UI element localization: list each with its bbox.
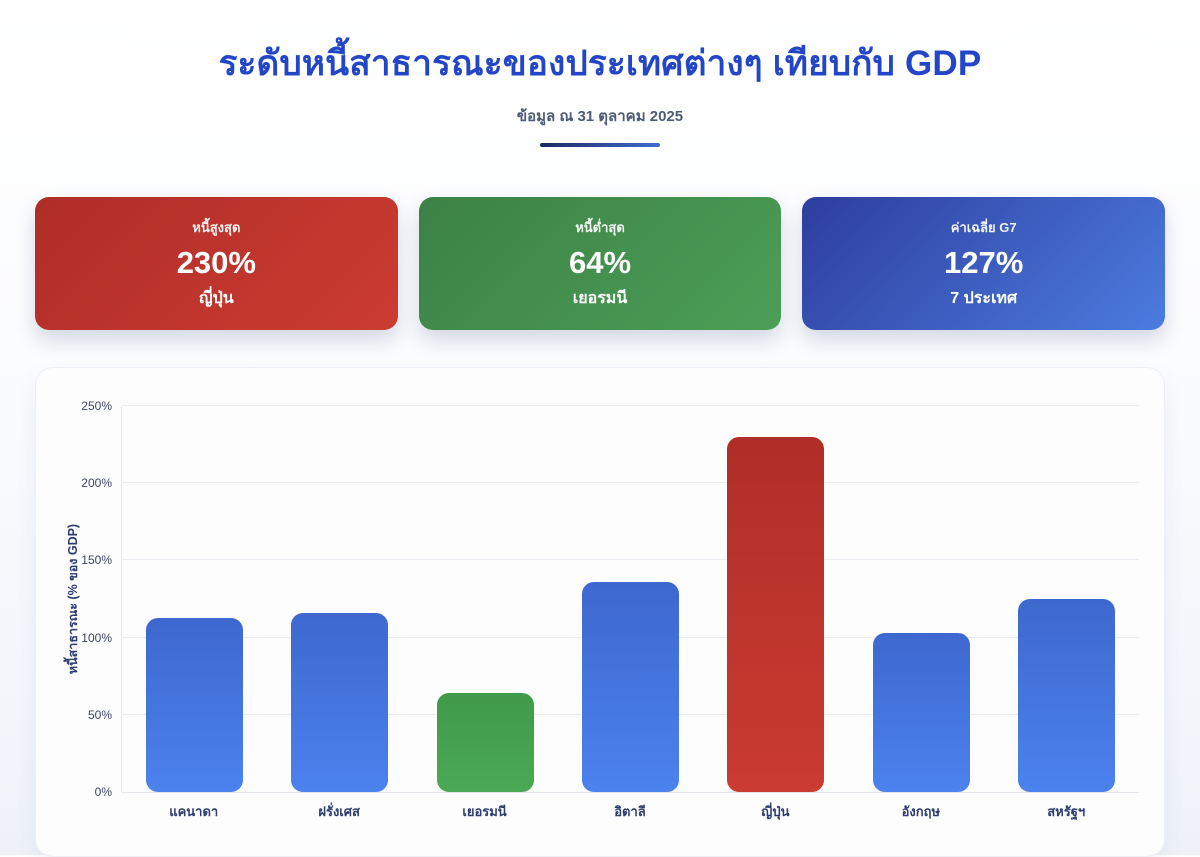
- bars-container: [122, 406, 1139, 792]
- page-title: ระดับหนี้สาธารณะของประเทศต่างๆ เทียบกับ …: [218, 44, 982, 83]
- x-axis-label: ญี่ปุ่น: [761, 804, 790, 819]
- x-axis-labels: แคนาดา ฝรั่งเศส เยอรมนี อิตาลี ญี่ปุ่น อังกฤษ…: [121, 801, 1139, 822]
- y-tick-label: 200%: [81, 476, 112, 491]
- bar-column: [848, 406, 993, 792]
- gridline: [122, 482, 1139, 484]
- stat-card-highest-debt: หนี้สูงสุด 230% ญี่ปุ่น: [35, 197, 398, 330]
- stat-card-label: หนี้สูงสุด: [192, 219, 241, 235]
- header: ระดับหนี้สาธารณะของประเทศต่างๆ เทียบกับ …: [0, 0, 1200, 147]
- bar-column: [413, 406, 558, 792]
- y-tick-label: 100%: [81, 630, 112, 645]
- gridline: [122, 559, 1139, 561]
- x-axis-label: สหรัฐฯ: [1047, 804, 1086, 819]
- x-axis-label: แคนาดา: [169, 804, 219, 819]
- x-axis-label: อังกฤษ: [901, 804, 941, 819]
- x-axis-label: เยอรมนี: [462, 804, 507, 819]
- bar-อิตาลี[interactable]: [581, 582, 679, 792]
- stat-card-label: ค่าเฉลี่ย G7: [950, 219, 1017, 235]
- stat-card-sub: 7 ประเทศ: [950, 289, 1018, 307]
- bar-สหรัฐฯ[interactable]: [1017, 599, 1115, 792]
- bar-column: [558, 406, 703, 792]
- stat-card-lowest-debt: หนี้ต่ำสุด 64% เยอรมนี: [418, 197, 782, 330]
- stat-card-value: 64%: [568, 244, 632, 280]
- bar-แคนาดา[interactable]: [146, 617, 244, 792]
- bar-ญี่ปุ่น[interactable]: [727, 436, 825, 792]
- stat-card-value: 230%: [176, 244, 256, 280]
- stat-card-value: 127%: [944, 244, 1024, 280]
- bar-column: [994, 406, 1139, 792]
- stat-card-label: หนี้ต่ำสุด: [575, 219, 625, 235]
- title-divider: [540, 143, 660, 147]
- chart-card: หนี้สาธารณะ (% ของ GDP) 0% 50% 100% 150% 200…: [35, 367, 1165, 857]
- y-tick-label: 0%: [94, 785, 112, 799]
- bar-column: [122, 406, 267, 792]
- bar-column: [703, 406, 848, 792]
- y-tick-label: 250%: [81, 399, 112, 413]
- y-tick-label: 150%: [81, 553, 112, 568]
- stat-card-sub: เยอรมนี: [572, 289, 628, 307]
- bar-อังกฤษ[interactable]: [872, 632, 970, 792]
- y-axis-title: หนี้สาธารณะ (% ของ GDP): [66, 523, 80, 675]
- bar-ฝรั่งเศส[interactable]: [291, 612, 389, 792]
- plot-area: หนี้สาธารณะ (% ของ GDP) 0% 50% 100% 150% 200…: [66, 399, 1139, 799]
- bar-column: [267, 406, 412, 792]
- stat-cards-row: หนี้สูงสุด 230% ญี่ปุ่น หนี้ต่ำสุด 64% เ…: [0, 197, 1200, 330]
- stat-card-sub: ญี่ปุ่น: [198, 289, 234, 307]
- x-axis-label: อิตาลี: [614, 804, 646, 819]
- gridline: [122, 405, 1139, 406]
- stat-card-g7-average: ค่าเฉลี่ย G7 127% 7 ประเทศ: [802, 197, 1166, 330]
- x-axis-label: ฝรั่งเศส: [318, 804, 360, 819]
- y-tick-label: 50%: [87, 707, 112, 722]
- page-subtitle: ข้อมูล ณ 31 ตุลาคม 2025: [516, 108, 684, 125]
- bar-เยอรมนี[interactable]: [436, 693, 534, 792]
